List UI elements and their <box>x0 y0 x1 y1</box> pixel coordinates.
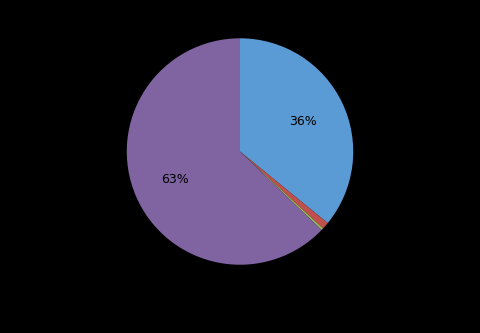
Wedge shape <box>240 38 353 223</box>
Text: 63%: 63% <box>162 172 189 185</box>
Wedge shape <box>240 152 323 230</box>
Wedge shape <box>127 38 322 265</box>
Text: 36%: 36% <box>289 115 317 128</box>
Wedge shape <box>240 152 328 228</box>
